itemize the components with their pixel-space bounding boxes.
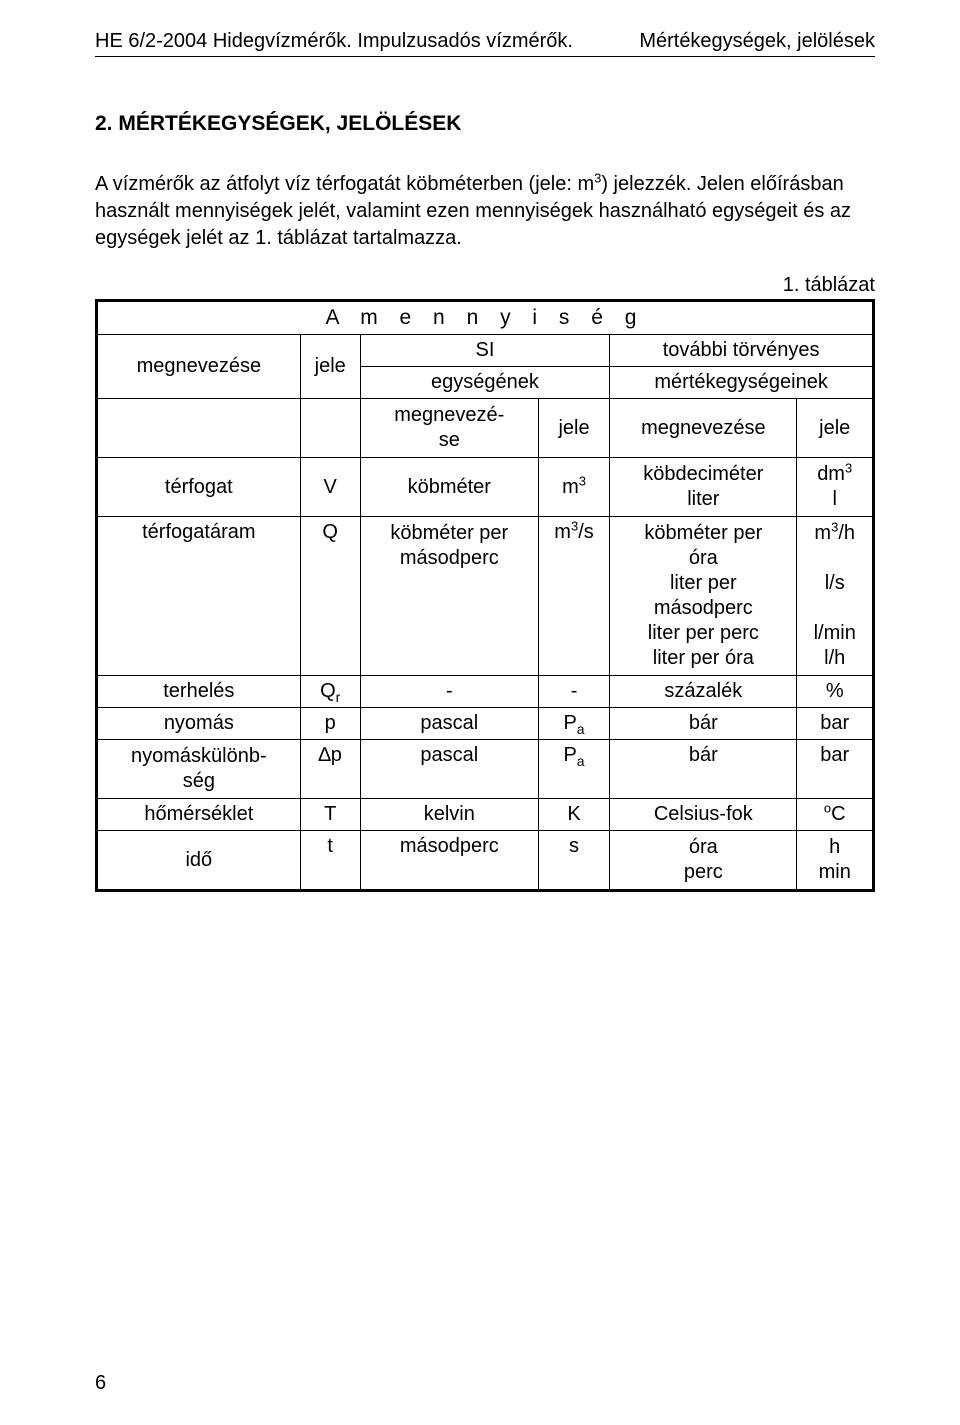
table-header-row-1: megnevezése jele SI további törvényes [97, 335, 874, 367]
cell-name: idő [97, 831, 301, 891]
th-megnevezese3: megnevezése [610, 399, 797, 458]
header-right: Mértékegységek, jelölések [639, 30, 875, 53]
page: HE 6/2-2004 Hidegvízmérők. Impulzusadós … [0, 0, 960, 1425]
cell-other-sym: oC [797, 799, 874, 831]
cell-other-name: óraperc [610, 831, 797, 891]
th-jele: jele [300, 335, 360, 399]
cell-symbol: ∆p [300, 740, 360, 799]
row-nyomas: nyomás p pascal Pa bár bar [97, 708, 874, 740]
sym-base: Q [320, 680, 336, 702]
cell-other-name: százalék [610, 676, 797, 708]
row-nyomaskulonbseg: nyomáskülönb-ség ∆p pascal Pa bár bar [97, 740, 874, 799]
cell-symbol: p [300, 708, 360, 740]
header-left: HE 6/2-2004 Hidegvízmérők. Impulzusadós … [95, 30, 573, 53]
section-title: 2. MÉRTÉKEGYSÉGEK, JELÖLÉSEK [95, 112, 875, 136]
th-blank2 [300, 399, 360, 458]
cell-other-sym: bar [797, 708, 874, 740]
cell-symbol: Q [300, 517, 360, 676]
sym-sub: r [336, 689, 341, 705]
table-title-row: A m e n n y i s é g [97, 301, 874, 335]
cell-symbol: Qr [300, 676, 360, 708]
cell-si-sym: K [538, 799, 609, 831]
cell-name: terhelés [97, 676, 301, 708]
cell-other-name: bár [610, 708, 797, 740]
cell-other-name: bár [610, 740, 797, 799]
cell-name: térfogat [97, 458, 301, 517]
si-sym-suffix: /s [578, 521, 594, 543]
cell-si-sym: m3 [538, 458, 609, 517]
th-blank1 [97, 399, 301, 458]
cell-si-sym: Pa [538, 708, 609, 740]
page-number: 6 [95, 1372, 106, 1395]
si-sym-sup: 3 [579, 473, 586, 488]
cell-other-sym: % [797, 676, 874, 708]
table-header-row-3: megnevezé-se jele megnevezése jele [97, 399, 874, 458]
row-ido: idő t másodperc s óraperc hmin [97, 831, 874, 891]
page-header: HE 6/2-2004 Hidegvízmérők. Impulzusadós … [95, 30, 875, 57]
cell-symbol: t [300, 831, 360, 891]
cell-si-sym: s [538, 831, 609, 891]
units-table: A m e n n y i s é g megnevezése jele SI … [95, 299, 875, 892]
cell-si-name: pascal [360, 708, 538, 740]
si-sym-base: P [563, 712, 576, 734]
cell-other-sym: dm3l [797, 458, 874, 517]
cell-si-sym: m3/s [538, 517, 609, 676]
cell-name: hőmérséklet [97, 799, 301, 831]
cell-symbol: V [300, 458, 360, 517]
row-terfogataram: térfogatáram Q köbméter permásodperc m3/… [97, 517, 874, 676]
th-jele3: jele [797, 399, 874, 458]
si-sym-sub: a [577, 721, 585, 737]
cell-other-name: köbdeciméterliter [610, 458, 797, 517]
cell-si-name: - [360, 676, 538, 708]
paragraph-part-a: A vízmérők az átfolyt víz térfogatát köb… [95, 173, 594, 195]
cell-other-sym: m3/hl/sl/minl/h [797, 517, 874, 676]
th-megnevezese2: megnevezé-se [360, 399, 538, 458]
th-megnevezese: megnevezése [97, 335, 301, 399]
table-title: A m e n n y i s é g [97, 301, 874, 335]
si-sym-base: m [554, 521, 571, 543]
cell-other-sym: hmin [797, 831, 874, 891]
row-terheles: terhelés Qr - - százalék % [97, 676, 874, 708]
cell-other-sym: bar [797, 740, 874, 799]
cell-name: térfogatáram [97, 517, 301, 676]
cell-si-name: pascal [360, 740, 538, 799]
si-sym-base: P [563, 744, 576, 766]
cell-si-sym: Pa [538, 740, 609, 799]
row-terfogat: térfogat V köbméter m3 köbdeciméterliter… [97, 458, 874, 517]
table-label: 1. táblázat [95, 274, 875, 297]
row-homerseklet: hőmérséklet T kelvin K Celsius-fok oC [97, 799, 874, 831]
cell-si-name: köbméter [360, 458, 538, 517]
th-mertekegysegeinek: mértékegységeinek [610, 367, 874, 399]
th-jele2: jele [538, 399, 609, 458]
th-si: SI [360, 335, 610, 367]
cell-name: nyomáskülönb-ség [97, 740, 301, 799]
intro-paragraph: A vízmérők az átfolyt víz térfogatát köb… [95, 171, 875, 252]
th-egysegenek: egységének [360, 367, 610, 399]
th-other: további törvényes [610, 335, 874, 367]
cell-si-name: másodperc [360, 831, 538, 891]
cell-si-sym: - [538, 676, 609, 708]
cell-other-name: köbméter peróraliter permásodpercliter p… [610, 517, 797, 676]
cell-symbol: T [300, 799, 360, 831]
si-sym-base: m [562, 476, 579, 498]
cell-si-name: kelvin [360, 799, 538, 831]
cell-other-name: Celsius-fok [610, 799, 797, 831]
cell-si-name: köbméter permásodperc [360, 517, 538, 676]
si-sym-sub: a [577, 753, 585, 769]
cell-name: nyomás [97, 708, 301, 740]
